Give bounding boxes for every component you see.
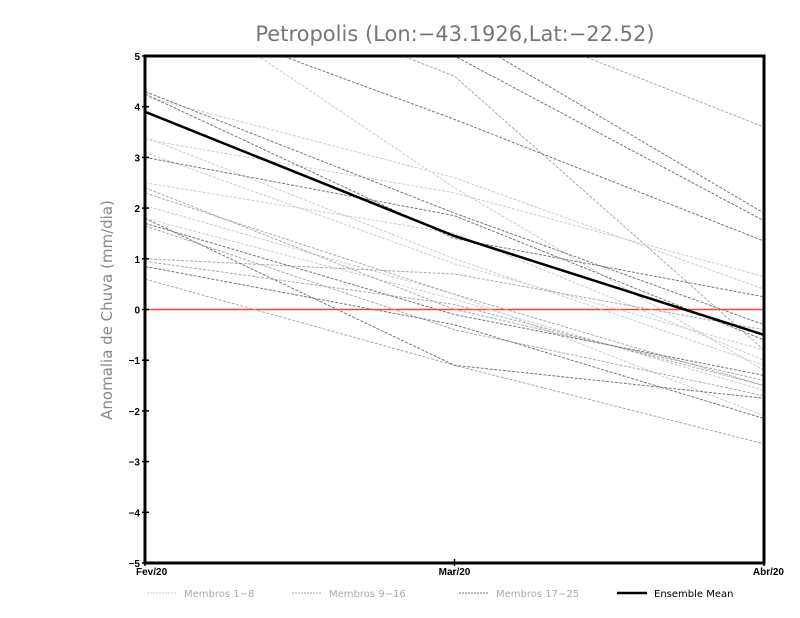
- member-line-8: [145, 217, 764, 392]
- y-tick-label: −2: [129, 407, 141, 418]
- x-tick-label: Fev/20: [136, 567, 168, 578]
- y-tick-label: 4: [134, 103, 140, 114]
- member-line-20: [281, 56, 764, 242]
- member-line-24: [145, 217, 764, 399]
- member-line-19: [145, 156, 764, 341]
- y-tick-label: −1: [129, 356, 141, 367]
- legend-label-4: Ensemble Mean: [654, 589, 733, 600]
- legend-label-2: Membros 9−16: [329, 589, 406, 600]
- y-axis-label: Anomalia de Chuva (mm/dia): [98, 200, 116, 420]
- member-line-16: [145, 260, 764, 387]
- member-line-9: [401, 56, 764, 351]
- ensemble-mean-line: [145, 110, 764, 337]
- member-line-3: [145, 151, 764, 351]
- y-tick-label: 2: [134, 204, 140, 215]
- x-tick-label: Abr/20: [753, 567, 785, 578]
- legend-label-1: Membros 1−8: [184, 589, 254, 600]
- member-line-11: [145, 258, 764, 331]
- y-tick-label: −5: [129, 559, 141, 570]
- member-line-5: [145, 96, 764, 290]
- y-tick-label: 5: [134, 52, 140, 63]
- member-line-23: [145, 265, 764, 419]
- y-tick-label: −4: [129, 508, 141, 519]
- chart-title: Petropolis (Lon:−43.1926,Lat:−22.52): [255, 22, 654, 46]
- member-line-17: [145, 91, 764, 326]
- member-line-21: [453, 56, 764, 222]
- member-line-15: [145, 225, 764, 397]
- x-tick-label: Mar/20: [439, 567, 471, 578]
- member-line-18: [145, 93, 764, 298]
- member-line-1: [145, 136, 764, 366]
- member-line-22: [145, 222, 764, 376]
- member-line-4: [145, 182, 764, 361]
- member-line-14: [145, 192, 764, 387]
- member-line-10: [145, 187, 764, 381]
- y-tick-label: 3: [134, 153, 140, 164]
- legend-label-3: Membros 17−25: [496, 589, 579, 600]
- y-tick-label: 1: [134, 255, 140, 266]
- y-tick-label: 0: [134, 306, 140, 317]
- member-line-13: [582, 56, 764, 128]
- member-line-7: [257, 56, 764, 371]
- member-line-2: [145, 139, 764, 278]
- y-tick-label: −3: [129, 458, 141, 469]
